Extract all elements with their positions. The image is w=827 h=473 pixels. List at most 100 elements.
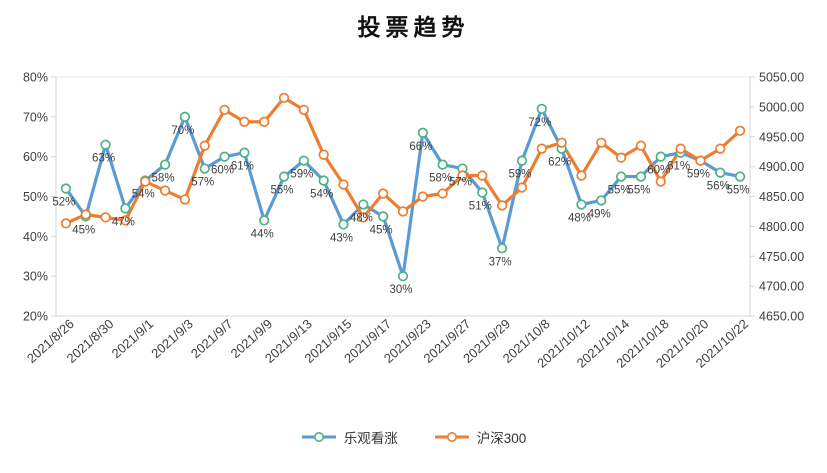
y-axis-left-label: 80%: [23, 71, 48, 85]
bullish-data-marker: [259, 215, 270, 226]
bullish-data-marker: [397, 271, 409, 282]
bullish-legend-line-icon: [301, 432, 336, 442]
bullish-value-label: 72%: [528, 117, 551, 129]
legend-item-bullish[interactable]: 乐观看涨: [301, 427, 398, 447]
csi300-legend-marker-icon: [446, 432, 457, 442]
bullish-value-label: 48%: [568, 212, 591, 224]
csi300-data-marker: [100, 212, 111, 223]
csi300-data-marker: [596, 137, 607, 148]
csi300-data-marker: [397, 206, 409, 217]
bullish-data-marker: [417, 127, 428, 138]
y-axis-left-label: 40%: [23, 230, 48, 244]
x-axis-label: 2021/9/7: [188, 316, 236, 361]
bullish-value-label: 61%: [231, 161, 254, 173]
bullish-data-marker: [536, 103, 547, 115]
y-axis-right-label: 4850.00: [759, 190, 804, 204]
csi300-data-marker: [734, 125, 746, 136]
csi300-data-marker: [496, 200, 508, 211]
csi300-data-marker: [417, 191, 428, 202]
y-axis-left-label: 50%: [23, 190, 48, 204]
bullish-value-label: 58%: [152, 173, 175, 185]
x-axis-label: 2021/9/1: [109, 316, 157, 361]
bullish-data-marker: [159, 159, 171, 170]
bullish-value-label: 52%: [52, 197, 75, 209]
bullish-value-label: 45%: [72, 224, 95, 236]
bullish-value-label: 58%: [429, 173, 452, 185]
y-axis-right-label: 4800.00: [759, 220, 804, 234]
bullish-data-marker: [318, 175, 329, 186]
csi300-data-marker: [159, 185, 171, 196]
bullish-value-label: 60%: [211, 165, 234, 177]
bullish-value-label: 43%: [330, 232, 353, 244]
bullish-data-marker: [734, 171, 746, 182]
bullish-value-label: 55%: [608, 185, 631, 197]
chart-title: 投票趋势: [357, 14, 470, 41]
csi300-data-marker: [259, 116, 270, 127]
csi300-data-marker: [635, 140, 647, 151]
bullish-value-label: 70%: [171, 125, 194, 137]
bullish-data-marker: [378, 211, 389, 222]
bullish-data-marker: [496, 243, 508, 254]
csi300-data-marker: [675, 143, 686, 154]
bullish-data-marker: [239, 147, 250, 158]
csi300-data-marker: [536, 143, 547, 154]
y-axis-right-label: 5050.00: [759, 71, 804, 85]
bullish-data-marker: [615, 171, 627, 182]
plot-area: 80% 70% 60% 50% 40% 30% 20% 5050.00 5000.00 4950.…: [23, 71, 804, 371]
bullish-value-label: 48%: [350, 212, 373, 224]
y-axis-left-label: 60%: [23, 150, 48, 164]
bullish-value-label: 55%: [627, 185, 650, 197]
bullish-value-label: 62%: [548, 157, 571, 169]
bullish-data-marker: [715, 167, 726, 178]
csi300-data-marker: [378, 188, 389, 199]
csi300-data-marker: [278, 92, 290, 104]
bullish-value-label: 66%: [409, 141, 432, 153]
bullish-data-marker: [576, 199, 587, 210]
csi300-data-marker: [358, 212, 369, 223]
csi300-data-marker: [695, 155, 706, 166]
legend-label-bullish: 乐观看涨: [343, 431, 398, 446]
csi300-data-marker: [239, 116, 250, 127]
y-axis-right-label: 4900.00: [759, 160, 804, 174]
bullish-data-marker: [516, 155, 528, 166]
csi300-data-marker: [615, 152, 627, 163]
csi300-data-marker: [80, 209, 91, 220]
bullish-data-marker: [120, 203, 131, 214]
bullish-data-marker: [219, 151, 230, 162]
csi300-data-marker: [219, 104, 230, 116]
csi300-data-marker: [140, 176, 151, 187]
bullish-data-marker: [278, 171, 290, 182]
y-axis-right-label: 4950.00: [759, 130, 804, 144]
y-axis-left-label: 20%: [23, 310, 48, 324]
bullish-value-label: 56%: [707, 181, 730, 193]
legend-label-csi300: 沪深300: [476, 431, 527, 446]
bullish-data-marker: [596, 195, 607, 206]
csi300-data-marker: [457, 170, 468, 181]
csi300-data-marker: [298, 104, 310, 116]
bullish-value-label: 60%: [647, 165, 670, 177]
y-axis-left-label: 30%: [23, 270, 48, 284]
bullish-value-label: 45%: [370, 224, 393, 236]
bullish-data-marker: [655, 151, 666, 162]
bullish-data-marker: [100, 139, 111, 150]
y-axis-right-label: 4650.00: [759, 310, 804, 324]
bullish-value-label: 54%: [132, 189, 155, 201]
csi300-data-marker: [437, 188, 448, 199]
y-axis-right-label: 4750.00: [759, 250, 804, 264]
bullish-value-label: 57%: [449, 177, 472, 189]
csi300-data-marker: [318, 149, 329, 160]
bullish-data-marker: [437, 159, 448, 170]
bullish-data-marker: [199, 163, 210, 174]
y-axis-right-label: 5000.00: [759, 100, 804, 114]
bullish-data-marker: [60, 183, 72, 194]
bullish-value-label: 51%: [469, 201, 492, 213]
bullish-value-label: 49%: [588, 208, 611, 220]
csi300-data-marker: [655, 176, 666, 187]
legend: 乐观看涨 沪深300: [0, 424, 827, 450]
csi300-data-marker: [477, 170, 488, 181]
bullish-data-marker: [477, 187, 488, 198]
legend-item-csi300[interactable]: 沪深300: [434, 427, 527, 447]
csi300-data-marker: [199, 140, 210, 151]
bullish-data-marker: [338, 219, 349, 230]
x-axis-label: 2021/9/3: [148, 316, 196, 361]
